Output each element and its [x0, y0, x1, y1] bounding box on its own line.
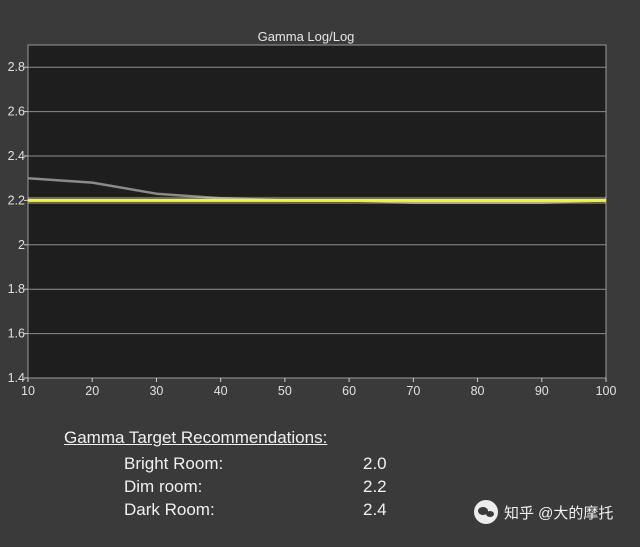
- x-tick-label: 40: [214, 384, 228, 398]
- x-tick-label: 20: [85, 384, 99, 398]
- recommendation-label: Bright Room:: [124, 453, 224, 473]
- watermark-text: 知乎 @大的摩托: [504, 504, 614, 522]
- series-lines: [27, 176, 607, 204]
- x-tick-label: 100: [596, 384, 617, 398]
- y-tick-label: 2.8: [8, 60, 25, 74]
- x-tick-label: 90: [535, 384, 549, 398]
- x-tick-label: 10: [21, 384, 35, 398]
- x-tick-label: 50: [278, 384, 292, 398]
- x-tick-label: 30: [149, 384, 163, 398]
- y-axis-ticks: 1.4 1.6 1.8 2 2.2 2.4 2.6 2.8: [8, 60, 28, 385]
- y-tick-label: 2.2: [8, 193, 25, 207]
- recommendations-heading: Gamma Target Recommendations:: [64, 428, 328, 447]
- recommendation-row-bright: Bright Room: 2.0: [64, 452, 403, 475]
- gamma-recommendations: Gamma Target Recommendations: Bright Roo…: [64, 428, 403, 521]
- plot-area: [27, 44, 607, 379]
- wechat-logo-icon: [474, 500, 498, 524]
- y-tick-label: 2.6: [8, 105, 25, 119]
- x-tick-label: 80: [471, 384, 485, 398]
- recommendation-label: Dark Room:: [124, 499, 215, 519]
- gamma-chart: Gamma Log/Log 1.4 1.6 1.8 2 2.2 2.4 2.6 2.8 10 2…: [8, 29, 617, 398]
- y-tick-label: 1.8: [8, 282, 25, 296]
- y-tick-label: 2: [18, 238, 25, 252]
- recommendation-row-dim: Dim room: 2.2: [64, 475, 403, 498]
- y-tick-label: 1.4: [8, 371, 25, 385]
- x-tick-label: 60: [342, 384, 356, 398]
- x-tick-label: 70: [406, 384, 420, 398]
- watermark: 知乎 @大的摩托: [474, 500, 613, 524]
- x-axis-ticks: 10 20 30 40 50 60 70 80 90 100: [21, 378, 616, 398]
- recommendation-value: 2.0: [363, 453, 387, 473]
- recommendation-value: 2.4: [363, 499, 387, 519]
- y-tick-label: 2.4: [8, 149, 25, 163]
- recommendation-label: Dim room:: [124, 476, 203, 496]
- recommendation-row-dark: Dark Room: 2.4: [64, 498, 403, 521]
- y-tick-label: 1.6: [8, 327, 25, 341]
- recommendation-value: 2.2: [363, 476, 387, 496]
- chart-title: Gamma Log/Log: [258, 29, 355, 44]
